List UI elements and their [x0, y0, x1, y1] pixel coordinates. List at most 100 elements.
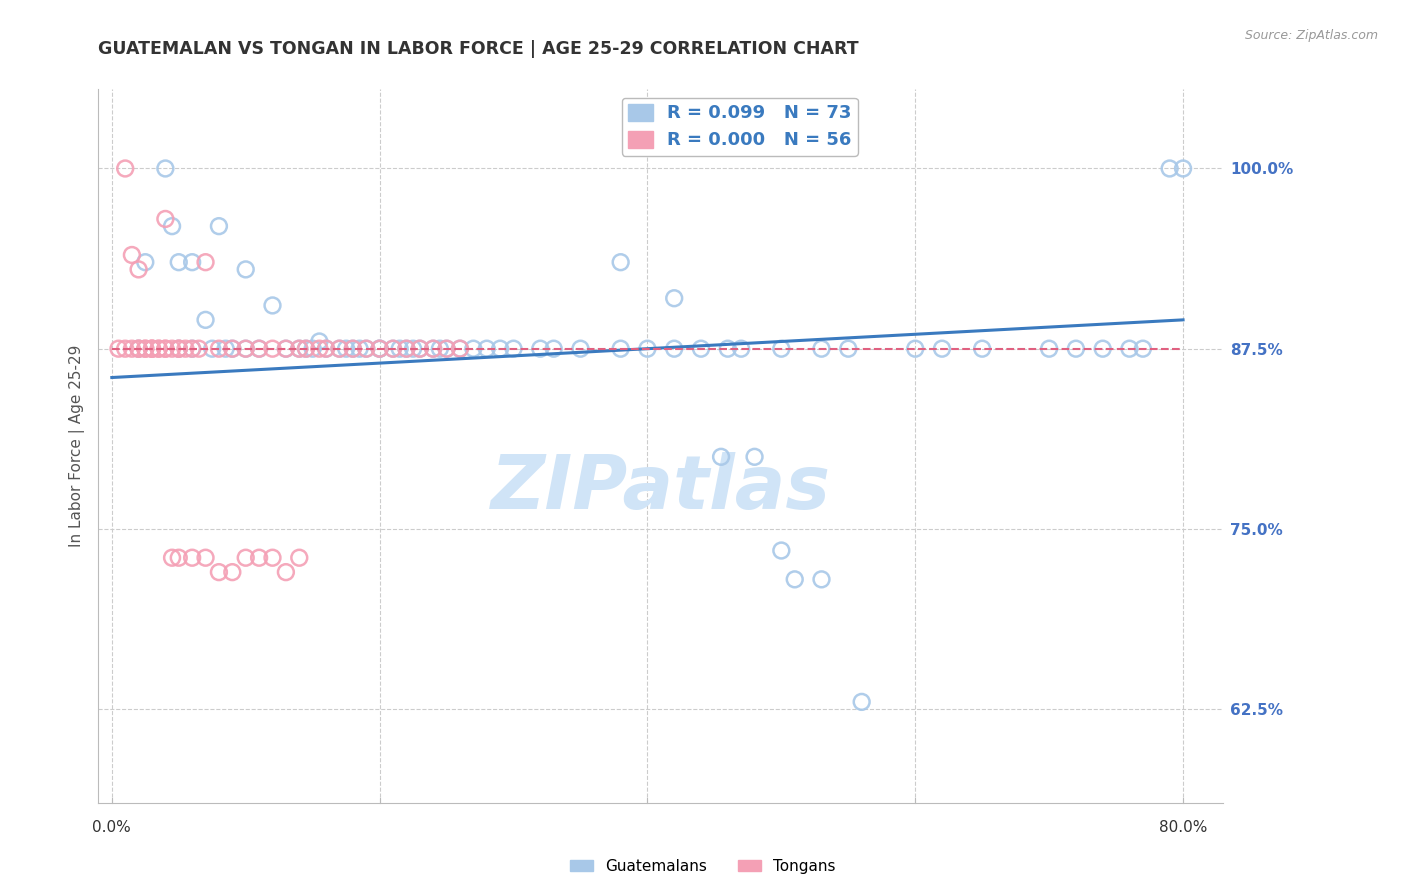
Point	[160, 219, 183, 234]
Point	[121, 342, 143, 356]
Point	[114, 342, 136, 356]
Point	[214, 342, 236, 356]
Y-axis label: In Labor Force | Age 25-29: In Labor Force | Age 25-29	[69, 345, 84, 547]
Point	[368, 342, 391, 356]
Point	[730, 342, 752, 356]
Point	[308, 342, 330, 356]
Point	[288, 550, 311, 565]
Point	[851, 695, 873, 709]
Point	[1038, 342, 1060, 356]
Point	[167, 342, 190, 356]
Point	[529, 342, 551, 356]
Text: ZIPatlas: ZIPatlas	[491, 452, 831, 525]
Point	[121, 248, 143, 262]
Point	[449, 342, 471, 356]
Point	[1091, 342, 1114, 356]
Point	[436, 342, 458, 356]
Point	[422, 342, 444, 356]
Point	[262, 342, 284, 356]
Point	[208, 565, 231, 579]
Point	[247, 550, 270, 565]
Point	[160, 550, 183, 565]
Point	[221, 342, 243, 356]
Point	[463, 342, 485, 356]
Point	[155, 342, 177, 356]
Point	[1132, 342, 1154, 356]
Point	[155, 342, 177, 356]
Point	[128, 342, 150, 356]
Point	[342, 342, 364, 356]
Point	[609, 342, 631, 356]
Point	[395, 342, 418, 356]
Point	[274, 342, 297, 356]
Legend: R = 0.099   N = 73, R = 0.000   N = 56: R = 0.099 N = 73, R = 0.000 N = 56	[621, 97, 858, 155]
Point	[349, 342, 371, 356]
Point	[328, 342, 350, 356]
Point	[194, 255, 217, 269]
Point	[770, 543, 793, 558]
Point	[114, 161, 136, 176]
Point	[710, 450, 733, 464]
Point	[770, 342, 793, 356]
Point	[181, 342, 204, 356]
Point	[167, 342, 190, 356]
Point	[167, 255, 190, 269]
Point	[489, 342, 512, 356]
Point	[388, 342, 411, 356]
Point	[744, 450, 766, 464]
Point	[274, 565, 297, 579]
Point	[664, 342, 686, 356]
Point	[422, 342, 444, 356]
Text: 0.0%: 0.0%	[93, 820, 131, 835]
Point	[155, 161, 177, 176]
Point	[262, 298, 284, 312]
Point	[201, 342, 224, 356]
Point	[354, 342, 377, 356]
Point	[134, 342, 156, 356]
Point	[181, 342, 204, 356]
Point	[295, 342, 318, 356]
Point	[141, 342, 163, 356]
Point	[429, 342, 451, 356]
Point	[972, 342, 994, 356]
Point	[810, 572, 832, 586]
Point	[409, 342, 432, 356]
Point	[167, 550, 190, 565]
Point	[328, 342, 350, 356]
Point	[502, 342, 524, 356]
Point	[1064, 342, 1087, 356]
Point	[636, 342, 658, 356]
Point	[569, 342, 592, 356]
Point	[235, 550, 257, 565]
Point	[904, 342, 927, 356]
Point	[194, 550, 217, 565]
Point	[160, 342, 183, 356]
Point	[335, 342, 357, 356]
Point	[1171, 161, 1194, 176]
Point	[208, 342, 231, 356]
Point	[247, 342, 270, 356]
Text: Source: ZipAtlas.com: Source: ZipAtlas.com	[1244, 29, 1378, 42]
Point	[181, 550, 204, 565]
Point	[1159, 161, 1181, 176]
Point	[235, 262, 257, 277]
Point	[395, 342, 418, 356]
Point	[342, 342, 364, 356]
Point	[262, 550, 284, 565]
Text: 80.0%: 80.0%	[1159, 820, 1208, 835]
Point	[221, 565, 243, 579]
Point	[810, 342, 832, 356]
Point	[134, 342, 156, 356]
Point	[382, 342, 405, 356]
Point	[181, 255, 204, 269]
Point	[783, 572, 806, 586]
Point	[837, 342, 859, 356]
Point	[354, 342, 377, 356]
Point	[475, 342, 498, 356]
Point	[128, 342, 150, 356]
Point	[368, 342, 391, 356]
Point	[295, 342, 318, 356]
Point	[449, 342, 471, 356]
Point	[1118, 342, 1140, 356]
Point	[301, 342, 323, 356]
